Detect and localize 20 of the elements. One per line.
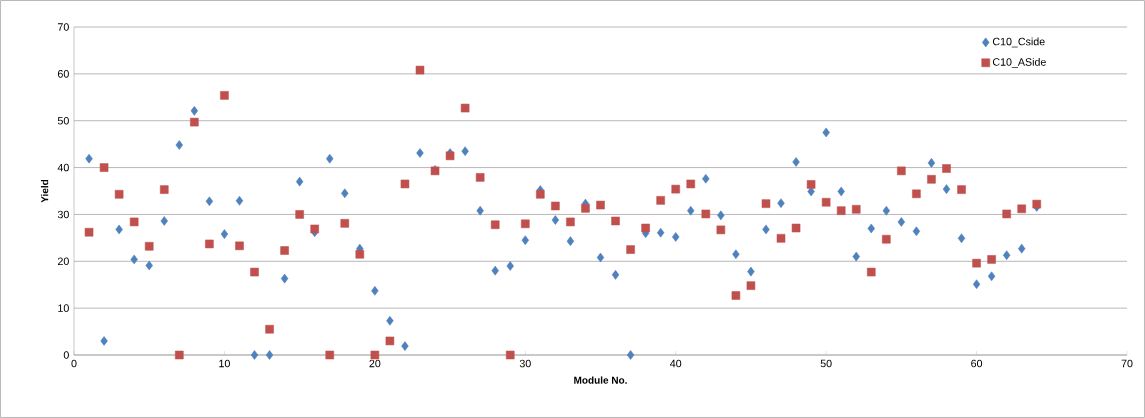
x-tick-label: 40	[670, 359, 682, 368]
y-tick-label: 10	[58, 304, 69, 312]
x-tick-label: 30	[519, 359, 531, 368]
x-tick-label: 70	[1121, 359, 1133, 368]
y-tick-label: 50	[57, 116, 69, 125]
y-axis-title: Yield	[40, 179, 49, 203]
x-tick-label: 50	[820, 359, 832, 368]
y-tick-label: 30	[57, 210, 69, 219]
x-tick-label: 60	[971, 359, 983, 368]
x-tick-label: 20	[369, 359, 381, 368]
y-tick-label: 70	[57, 23, 69, 31]
x-tick-label: 0	[71, 359, 77, 368]
y-tick-label: 20	[57, 257, 69, 266]
legend-label: C10_Cside	[992, 37, 1045, 48]
x-axis-title: Module No.	[574, 376, 627, 384]
y-tick-label: 0	[63, 351, 69, 359]
legend-label: C10_ASide	[992, 57, 1046, 68]
x-tick-label: 10	[219, 359, 230, 368]
y-tick-label: 40	[57, 163, 69, 172]
y-tick-label: 60	[57, 70, 69, 78]
